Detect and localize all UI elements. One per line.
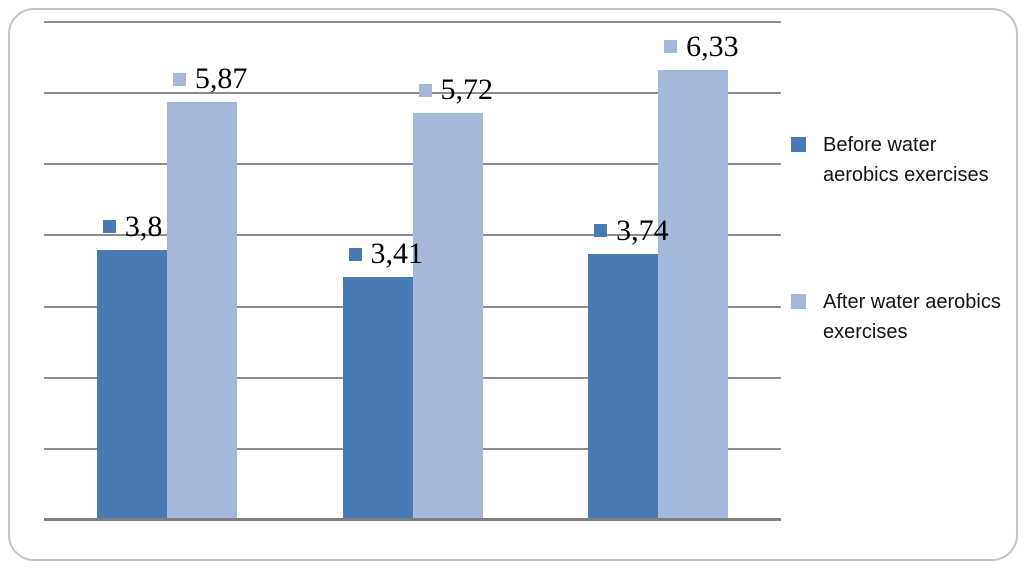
data-label-after-water-group2: 5,72 (418, 73, 494, 107)
legend-key-after-water-icon (791, 294, 806, 309)
data-label-value: 6,33 (686, 29, 739, 63)
legend-item-before-water: Before water aerobics exercises (791, 130, 1007, 190)
data-label-key-icon (594, 224, 608, 238)
data-label-after-water-group1: 5,87 (172, 62, 248, 96)
data-label-before-water-group3: 3,74 (594, 213, 669, 247)
data-label-key-icon (102, 220, 116, 234)
y-gridline (44, 21, 781, 23)
x-axis-line (44, 518, 781, 521)
bar-before-water-group3 (588, 253, 659, 520)
data-label-key-icon (664, 40, 678, 54)
data-label-key-icon (418, 83, 432, 97)
plot-area: 3,8 5,87 3,41 5,72 3,74 6,33 (44, 21, 781, 521)
data-label-value: 3,8 (124, 209, 163, 243)
data-label-before-water-group1: 3,8 (102, 209, 163, 243)
data-label-after-water-group3: 6,33 (664, 29, 739, 63)
data-label-value: 5,72 (440, 73, 494, 107)
legend-label-after-water: After water aerobics exercises (823, 291, 1001, 343)
data-label-value: 3,74 (616, 213, 669, 247)
data-label-key-icon (348, 247, 362, 261)
data-label-key-icon (172, 72, 186, 86)
legend-item-after-water: After water aerobics exercises (791, 287, 1007, 347)
y-gridline (44, 92, 781, 95)
bar-before-water-group1 (96, 249, 167, 520)
bar-after-water-group3 (658, 69, 729, 520)
bar-after-water-group1 (166, 102, 237, 520)
data-label-before-water-group2: 3,41 (348, 237, 424, 271)
legend-key-before-water-icon (791, 137, 806, 152)
data-label-value: 3,41 (370, 237, 424, 271)
bar-after-water-group2 (412, 113, 483, 520)
bar-before-water-group2 (342, 277, 413, 520)
data-label-value: 5,87 (194, 62, 248, 96)
legend: Before water aerobics exercises After wa… (791, 0, 1013, 569)
legend-label-before-water: Before water aerobics exercises (823, 134, 989, 186)
